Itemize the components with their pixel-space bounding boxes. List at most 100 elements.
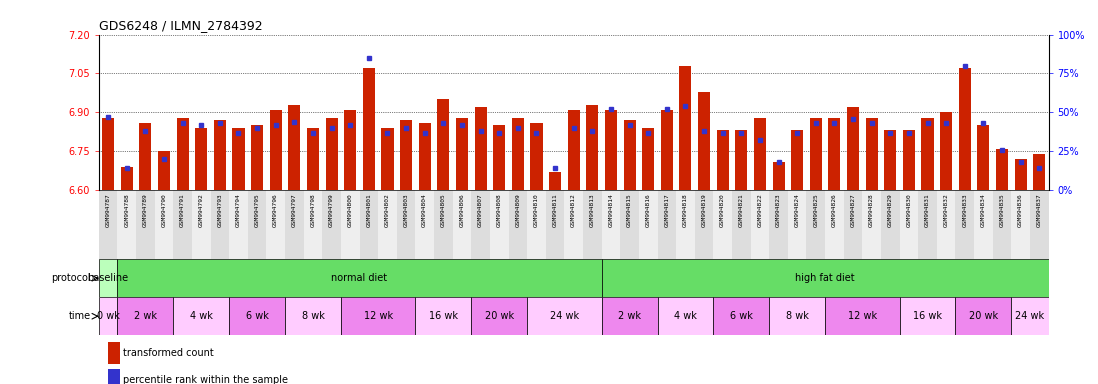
Bar — [825, 297, 899, 335]
Bar — [117, 190, 136, 259]
Bar — [233, 128, 245, 190]
Bar — [993, 190, 1011, 259]
Text: 12 wk: 12 wk — [848, 311, 877, 321]
Text: GSM994823: GSM994823 — [776, 194, 781, 227]
Bar — [99, 190, 117, 259]
Text: GSM994818: GSM994818 — [683, 194, 688, 227]
Bar — [437, 99, 449, 190]
Bar — [770, 190, 788, 259]
Bar — [658, 297, 714, 335]
Text: GSM994836: GSM994836 — [1018, 194, 1023, 227]
Bar — [959, 68, 971, 190]
Bar — [323, 190, 340, 259]
Bar — [530, 122, 542, 190]
Bar — [267, 190, 285, 259]
Text: GSM994787: GSM994787 — [105, 194, 111, 227]
Text: GSM994822: GSM994822 — [758, 194, 762, 227]
Bar — [698, 91, 710, 190]
Text: percentile rank within the sample: percentile rank within the sample — [123, 375, 288, 384]
Bar — [381, 128, 393, 190]
Bar — [471, 190, 490, 259]
Bar — [527, 190, 546, 259]
Bar — [955, 297, 1011, 335]
Bar — [602, 259, 1049, 297]
Bar — [285, 297, 340, 335]
Text: GSM994790: GSM994790 — [161, 194, 167, 227]
Bar — [602, 297, 658, 335]
Text: GSM994833: GSM994833 — [962, 194, 967, 227]
Bar — [139, 122, 152, 190]
Bar — [155, 190, 173, 259]
Bar — [1011, 190, 1030, 259]
Bar — [307, 128, 320, 190]
Bar — [624, 120, 636, 190]
Bar — [508, 190, 527, 259]
Text: 6 wk: 6 wk — [246, 311, 269, 321]
Bar — [285, 190, 304, 259]
Bar — [862, 190, 881, 259]
Text: 6 wk: 6 wk — [730, 311, 753, 321]
Bar — [158, 151, 170, 190]
Bar — [512, 118, 524, 190]
Text: GSM994803: GSM994803 — [404, 194, 408, 227]
Bar — [415, 190, 434, 259]
Bar — [918, 190, 937, 259]
Bar — [177, 118, 189, 190]
Bar — [937, 190, 955, 259]
Text: GSM994791: GSM994791 — [180, 194, 186, 227]
Text: transformed count: transformed count — [123, 348, 213, 358]
Text: 2 wk: 2 wk — [134, 311, 157, 321]
Text: GSM994835: GSM994835 — [999, 194, 1005, 227]
Bar — [340, 297, 415, 335]
Bar — [344, 110, 356, 190]
Bar — [400, 120, 412, 190]
Text: GSM994788: GSM994788 — [124, 194, 130, 227]
Text: GSM994789: GSM994789 — [143, 194, 148, 227]
Text: 4 wk: 4 wk — [674, 311, 697, 321]
Text: GSM994827: GSM994827 — [851, 194, 855, 227]
Bar — [270, 110, 282, 190]
Text: high fat diet: high fat diet — [795, 273, 855, 283]
Bar — [847, 107, 859, 190]
Text: 8 wk: 8 wk — [302, 311, 324, 321]
Bar — [620, 190, 639, 259]
Bar — [117, 297, 173, 335]
Bar — [359, 190, 378, 259]
Text: GDS6248 / ILMN_2784392: GDS6248 / ILMN_2784392 — [99, 19, 262, 32]
Bar — [639, 190, 658, 259]
Bar — [658, 190, 676, 259]
Bar — [362, 68, 374, 190]
Text: 0 wk: 0 wk — [97, 311, 120, 321]
Bar — [527, 297, 602, 335]
Text: 16 wk: 16 wk — [429, 311, 458, 321]
Bar — [680, 66, 692, 190]
Bar — [586, 104, 598, 190]
Text: 8 wk: 8 wk — [786, 311, 808, 321]
Bar — [1011, 297, 1049, 335]
Bar — [214, 120, 226, 190]
Bar — [173, 190, 192, 259]
Bar — [229, 297, 285, 335]
Text: GSM994824: GSM994824 — [795, 194, 799, 227]
Text: GSM994806: GSM994806 — [459, 194, 464, 227]
Text: GSM994813: GSM994813 — [590, 194, 595, 227]
Text: 24 wk: 24 wk — [550, 311, 579, 321]
Bar — [229, 190, 248, 259]
Bar — [714, 190, 732, 259]
Bar — [325, 118, 338, 190]
Bar — [903, 131, 915, 190]
Text: GSM994797: GSM994797 — [292, 194, 296, 227]
Bar — [434, 190, 452, 259]
Bar — [211, 190, 229, 259]
Bar — [661, 110, 673, 190]
Bar — [452, 190, 471, 259]
Text: 2 wk: 2 wk — [618, 311, 641, 321]
Bar — [717, 131, 729, 190]
Bar — [695, 190, 714, 259]
Bar — [940, 112, 952, 190]
Bar — [736, 131, 748, 190]
Bar — [289, 104, 301, 190]
Text: GSM994805: GSM994805 — [440, 194, 446, 227]
Bar — [955, 190, 974, 259]
Bar — [884, 131, 896, 190]
